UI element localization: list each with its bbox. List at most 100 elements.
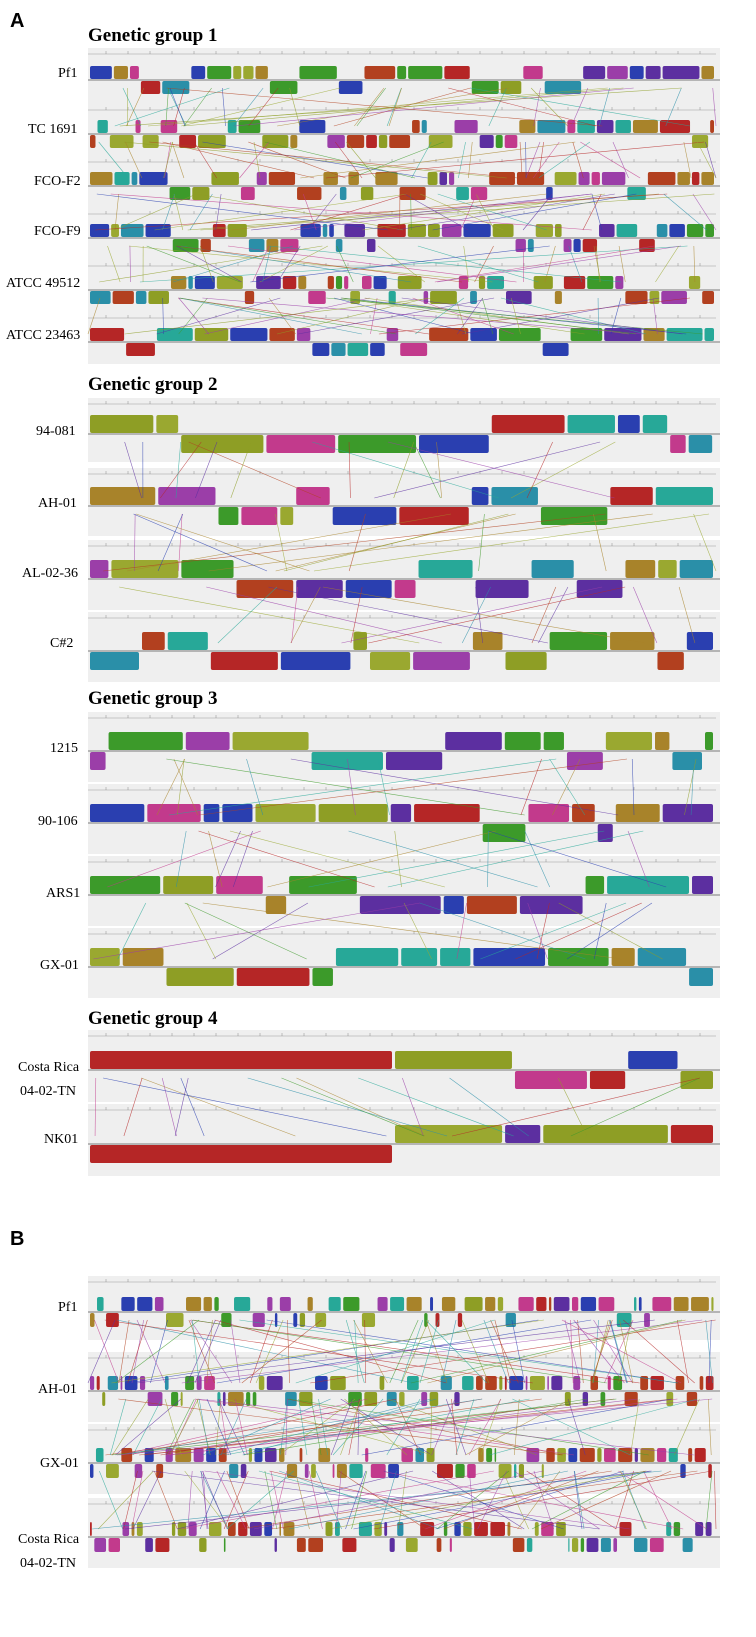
lcb-block [618, 1448, 633, 1462]
homology-link [568, 245, 583, 283]
homology-link [129, 245, 493, 283]
homology-link [173, 245, 293, 283]
lcb-block [240, 187, 255, 200]
lcb-block [229, 1464, 239, 1478]
homology-link [434, 245, 655, 283]
homology-link [714, 1470, 717, 1530]
lcb-block [571, 1538, 579, 1552]
lcb-block [577, 120, 595, 133]
lcb-block [464, 1297, 483, 1311]
homology-link [290, 193, 408, 231]
homology-link [692, 193, 717, 231]
lcb-block [528, 804, 570, 822]
lcb-block [256, 276, 281, 289]
homology-link [277, 87, 510, 127]
homology-link [264, 1470, 278, 1530]
homology-link [165, 87, 169, 127]
homology-link [231, 193, 547, 231]
lcb-block [348, 172, 359, 185]
homology-link [544, 245, 556, 283]
lcb-block [90, 752, 106, 770]
lcb-block [280, 507, 294, 525]
lcb-block [686, 1392, 698, 1406]
lcb-block [232, 732, 309, 750]
homology-link [95, 193, 668, 231]
homology-link [115, 1319, 200, 1384]
homology-link [619, 1319, 634, 1384]
lcb-block [534, 1522, 539, 1536]
lcb-block [659, 120, 691, 133]
homology-link [126, 87, 145, 127]
lcb-block [266, 1376, 283, 1390]
lcb-block [109, 135, 134, 148]
homology-link [290, 758, 619, 816]
homology-link [609, 1319, 628, 1384]
lcb-block [514, 1464, 517, 1478]
homology-link [468, 141, 473, 179]
lcb-block [599, 224, 615, 237]
lcb-block [670, 1125, 713, 1143]
lcb-block [344, 224, 365, 237]
homology-link [313, 513, 710, 572]
lcb-block [196, 1376, 202, 1390]
homology-link [441, 1319, 457, 1384]
homology-link [168, 758, 557, 816]
lcb-block [252, 1392, 257, 1406]
homology-link [110, 193, 592, 231]
lcb-block [249, 1522, 262, 1536]
homology-link [387, 1398, 537, 1456]
homology-link [461, 586, 491, 644]
lcb-block [373, 276, 387, 289]
homology-link [395, 1398, 421, 1456]
lcb-block [296, 487, 330, 505]
lcb-block [185, 1376, 195, 1390]
homology-link [386, 1398, 421, 1456]
homology-link [175, 830, 187, 888]
lcb-block [164, 1376, 169, 1390]
homology-link [258, 1470, 473, 1530]
homology-link [224, 1398, 530, 1456]
lcb-block [240, 1464, 247, 1478]
lcb-block [649, 1538, 664, 1552]
genome-label-gx01: GX-01 [40, 958, 79, 973]
lcb-block [634, 1297, 637, 1311]
lcb-block [238, 1522, 248, 1536]
lcb-block [185, 732, 230, 750]
lcb-block [364, 1392, 378, 1406]
lcb-block [672, 752, 702, 770]
homology-link [431, 1470, 525, 1530]
homology-link [175, 441, 182, 499]
lcb-block [427, 224, 440, 237]
lcb-block [463, 1522, 472, 1536]
lcb-block [384, 1522, 388, 1536]
lcb-block [335, 948, 399, 966]
homology-link [592, 1319, 609, 1384]
lcb-block [679, 560, 713, 578]
homology-link [229, 830, 445, 888]
lcb-block [214, 1297, 219, 1311]
lcb-block [691, 172, 700, 185]
lcb-block [617, 415, 640, 433]
homology-link [425, 1319, 488, 1384]
homology-link [463, 245, 470, 283]
homology-link [417, 245, 539, 283]
genome-label-ah01: AH-01 [38, 496, 77, 511]
lcb-block [243, 66, 254, 79]
homology-link [181, 1319, 703, 1384]
lcb-block [266, 239, 279, 252]
homology-link [488, 87, 507, 127]
homology-link [226, 1470, 294, 1530]
lcb-block [657, 652, 684, 670]
genome-label-90106: 90-106 [38, 814, 78, 829]
homology-link [198, 1398, 210, 1456]
lcb-block [604, 1448, 616, 1462]
lcb-block [570, 328, 603, 341]
homology-link [383, 1470, 564, 1530]
lcb-block [204, 1376, 215, 1390]
lcb-block [554, 224, 562, 237]
lcb-block [290, 135, 298, 148]
lcb-block [388, 1464, 399, 1478]
homology-link [248, 87, 279, 127]
lcb-block [607, 1376, 611, 1390]
homology-link [361, 1398, 672, 1456]
